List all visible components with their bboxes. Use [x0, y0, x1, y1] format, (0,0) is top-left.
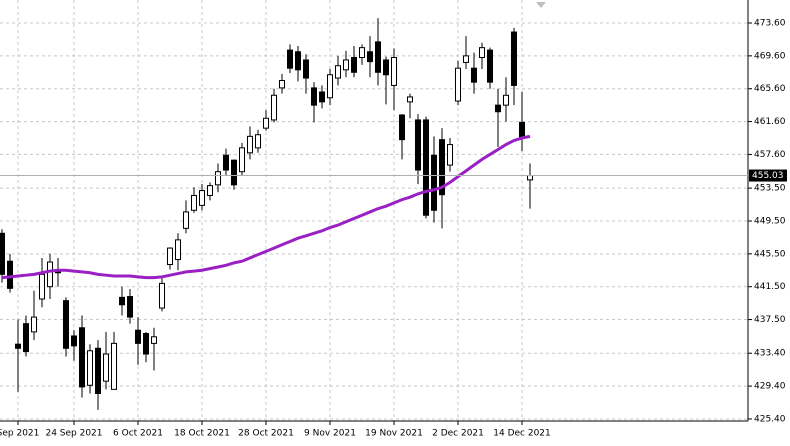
candle-body — [127, 296, 133, 318]
candle-body — [303, 59, 309, 79]
x-tick-label: Sep 2021 — [0, 429, 39, 439]
candle-body — [423, 119, 429, 216]
candle-body — [159, 282, 165, 309]
candle-body — [391, 57, 397, 86]
candle-body — [295, 51, 301, 71]
x-tick-label: 18 Oct 2021 — [174, 429, 230, 439]
candle-body — [255, 134, 261, 149]
candle-body — [103, 353, 109, 382]
candle-body — [407, 96, 413, 103]
candle-body — [23, 323, 29, 353]
candle-body — [431, 154, 437, 211]
candle-body — [287, 49, 293, 69]
candle-body — [63, 300, 69, 349]
candle-body — [399, 114, 405, 141]
candle-body — [111, 342, 117, 390]
candle-body — [367, 51, 373, 63]
candle-body — [119, 296, 125, 306]
y-tick-label: 461.60 — [754, 117, 786, 127]
candle-body — [207, 185, 213, 197]
x-tick-label: 19 Nov 2021 — [365, 429, 423, 439]
x-tick-label: 6 Oct 2021 — [113, 429, 163, 439]
candle-body — [351, 57, 357, 73]
candle-body — [71, 335, 77, 347]
candle-body — [447, 144, 453, 166]
price-tag — [749, 169, 787, 182]
candle-body — [439, 139, 445, 196]
candle-body — [479, 47, 485, 59]
y-tick-label: 425.40 — [754, 414, 786, 424]
y-tick-label: 437.50 — [754, 315, 786, 325]
candle-body — [327, 74, 333, 99]
candle-body — [359, 47, 365, 59]
candle-body — [191, 195, 197, 211]
candle-body — [311, 87, 317, 106]
candle-body — [455, 67, 461, 102]
candle-body — [247, 135, 253, 154]
moving-average — [1, 134, 531, 280]
candle-body — [415, 119, 421, 171]
y-tick-label: 469.60 — [754, 51, 786, 61]
candle-body — [183, 211, 189, 229]
y-tick-label: 457.60 — [754, 150, 786, 160]
y-tick-label: 441.50 — [754, 282, 786, 292]
candle-body — [135, 329, 141, 344]
candle-body — [151, 336, 157, 344]
candle-body — [143, 333, 149, 355]
candle-body — [383, 59, 389, 76]
y-tick-label: 445.50 — [754, 249, 786, 259]
candle-body — [215, 171, 221, 186]
candle-body — [319, 91, 325, 103]
candle-body — [487, 49, 493, 83]
y-tick-label: 429.40 — [754, 382, 786, 392]
price-tag-label: 455.03 — [752, 171, 784, 181]
x-tick-label: 24 Sep 2021 — [45, 429, 102, 439]
candle-body — [223, 154, 229, 171]
candle-body — [7, 260, 13, 289]
y-tick-label: 433.40 — [754, 349, 786, 359]
candle-body — [0, 232, 5, 275]
candle-body — [95, 347, 101, 394]
x-tick-label: 14 Dec 2021 — [493, 429, 551, 439]
candle-body — [503, 94, 509, 106]
candle-body — [527, 175, 533, 181]
candle-body — [519, 121, 525, 139]
candle-body — [495, 104, 501, 113]
candle-body — [239, 147, 245, 173]
shift-marker — [536, 2, 546, 8]
candle-body — [471, 67, 477, 83]
x-tick-label: 9 Nov 2021 — [304, 429, 356, 439]
candle-body — [511, 31, 517, 86]
candle-body — [39, 273, 45, 300]
candle-body — [279, 80, 285, 89]
candle-body — [375, 41, 381, 73]
candle-body — [87, 350, 93, 386]
candle-body — [263, 117, 269, 129]
candle-body — [335, 65, 341, 79]
y-tick-label: 465.60 — [754, 84, 786, 94]
candle-body — [15, 343, 21, 349]
x-tick-label: 28 Oct 2021 — [238, 429, 294, 439]
candle-body — [31, 316, 37, 333]
candle-body — [343, 59, 349, 71]
candle-body — [167, 247, 173, 266]
candle-body — [271, 94, 277, 121]
y-tick-label: 473.60 — [754, 19, 786, 29]
candle-body — [463, 55, 469, 63]
candle-body — [79, 327, 85, 388]
candle-body — [47, 261, 53, 288]
candle-body — [231, 159, 237, 186]
y-tick-label: 453.50 — [754, 184, 786, 194]
x-tick-label: 2 Dec 2021 — [432, 429, 484, 439]
candle-body — [175, 239, 181, 261]
y-tick-label: 449.50 — [754, 216, 786, 226]
candle-body — [199, 190, 205, 206]
